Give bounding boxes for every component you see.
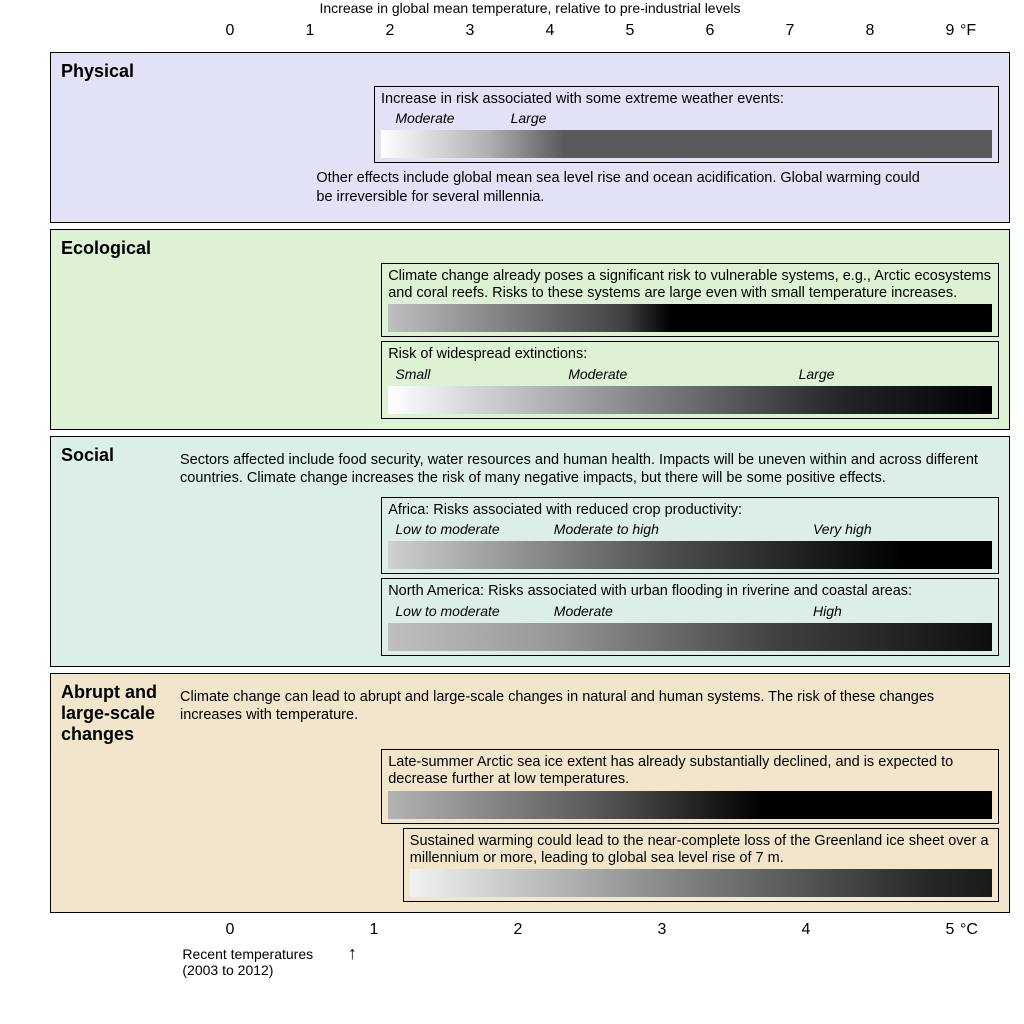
risk-gradient-bar — [388, 541, 992, 569]
subtitle: Increase in global mean temperature, rel… — [50, 0, 1010, 16]
risk-label-row: Moderate Large — [381, 110, 992, 128]
arrow-up-icon: ↑ — [348, 943, 357, 964]
risk-box: Sustained warming could lead to the near… — [403, 828, 999, 903]
risk-label: Very high — [813, 521, 872, 537]
risk-label: Low to moderate — [395, 603, 499, 619]
risk-box: Increase in risk associated with some ex… — [374, 86, 999, 163]
risk-caption: Increase in risk associated with some ex… — [381, 91, 992, 108]
risk-caption: Africa: Risks associated with reduced cr… — [388, 502, 992, 519]
risk-label: Moderate — [568, 366, 627, 382]
risk-label: High — [813, 603, 842, 619]
risk-gradient-bar — [388, 304, 992, 332]
risk-box: Risk of widespread extinctions: Small Mode… — [381, 341, 999, 418]
risk-gradient-bar — [388, 386, 992, 414]
risk-box: Late-summer Arctic sea ice extent has al… — [381, 749, 999, 824]
risk-label: Small — [395, 366, 430, 382]
risk-label: Moderate — [395, 110, 454, 126]
section-abrupt: Abrupt and large-scale changesClimate ch… — [50, 673, 1010, 914]
risk-caption: Climate change already poses a significa… — [388, 268, 992, 303]
c-tick: 0 — [226, 921, 235, 939]
risk-label: Large — [511, 110, 547, 126]
risk-infographic: Increase in global mean temperature, rel… — [50, 0, 1010, 975]
c-tick: 4 — [802, 921, 811, 939]
c-tick: 3 — [658, 921, 667, 939]
f-tick: 8 — [866, 22, 875, 40]
section-title: Social — [61, 445, 180, 493]
recent-temp-label: Recent temperatures(2003 to 2012) — [182, 947, 313, 978]
c-unit: °C — [960, 921, 978, 939]
risk-gradient-bar — [410, 869, 992, 897]
risk-box: Climate change already poses a significa… — [381, 263, 999, 338]
section-physical: Physical Increase in risk associated with… — [50, 52, 1010, 223]
risk-label: Low to moderate — [395, 521, 499, 537]
f-tick: 6 — [706, 22, 715, 40]
risk-gradient-bar — [381, 130, 992, 158]
f-unit: °F — [960, 22, 976, 40]
f-tick: 3 — [466, 22, 475, 40]
recent-temp-marker: ↑ Recent temperatures(2003 to 2012) — [50, 945, 1010, 975]
sections-container: Physical Increase in risk associated with… — [50, 52, 1010, 913]
f-tick: 4 — [546, 22, 555, 40]
risk-caption: Risk of widespread extinctions: — [388, 346, 992, 363]
risk-label: Large — [799, 366, 835, 382]
f-tick: 2 — [386, 22, 395, 40]
c-tick: 5 — [946, 921, 955, 939]
section-title: Abrupt and large-scale changes — [61, 682, 180, 745]
risk-caption: North America: Risks associated with urb… — [388, 583, 992, 600]
celsius-axis: 0 1 2 3 4 5 °C — [50, 921, 1010, 945]
section-intro: Sectors affected include food security, … — [180, 451, 979, 487]
c-tick: 1 — [370, 921, 379, 939]
f-tick: 0 — [226, 22, 235, 40]
section-ecological: Ecological Climate change already poses a… — [50, 229, 1010, 430]
risk-label-row: Small Moderate Large — [388, 366, 992, 384]
section-intro: Climate change can lead to abrupt and la… — [180, 688, 979, 724]
f-tick: 5 — [626, 22, 635, 40]
section-title: Ecological — [61, 238, 180, 259]
risk-gradient-bar — [388, 791, 992, 819]
risk-box: North America: Risks associated with urb… — [381, 578, 999, 655]
risk-label: Moderate to high — [554, 521, 659, 537]
f-tick: 7 — [786, 22, 795, 40]
risk-box: Africa: Risks associated with reduced cr… — [381, 497, 999, 574]
section-social: SocialSectors affected include food secu… — [50, 436, 1010, 667]
f-tick: 1 — [306, 22, 315, 40]
risk-gradient-bar — [388, 623, 992, 651]
risk-label: Moderate — [554, 603, 613, 619]
risk-label-row: Low to moderate Moderate High — [388, 603, 992, 621]
risk-label-row: Low to moderate Moderate to high Very high — [388, 521, 992, 539]
risk-caption: Late-summer Arctic sea ice extent has al… — [388, 754, 992, 789]
section-after-text: Other effects include global mean sea le… — [316, 169, 939, 205]
f-tick: 9 — [946, 22, 955, 40]
c-tick: 2 — [514, 921, 523, 939]
risk-caption: Sustained warming could lead to the near… — [410, 833, 992, 868]
fahrenheit-axis: 0 1 2 3 4 5 6 7 8 9 °F — [50, 22, 1010, 46]
section-title: Physical — [61, 61, 180, 82]
